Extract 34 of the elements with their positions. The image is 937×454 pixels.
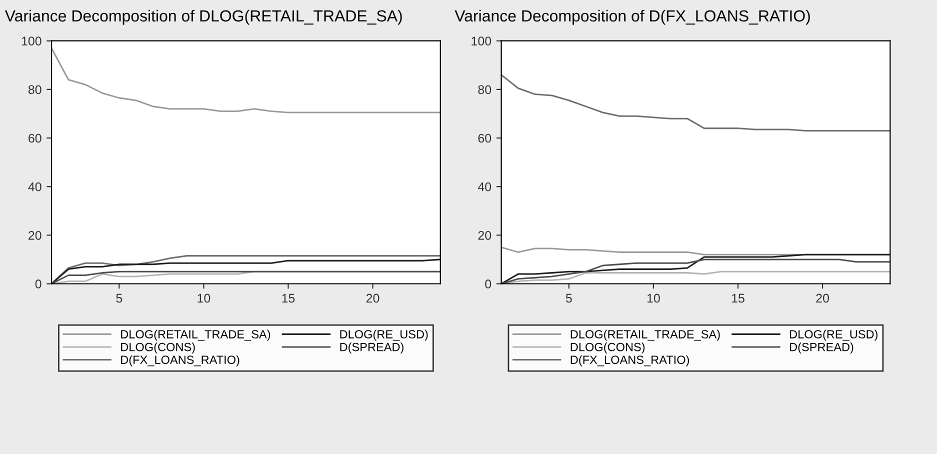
y-tick-label: 20 (28, 230, 42, 240)
legend-label: D(SPREAD) (790, 342, 854, 354)
y-tick-label: 60 (478, 134, 492, 143)
legend-label: D(FX_LOANS_RATIO) (570, 355, 689, 366)
x-tick-label: 20 (366, 294, 380, 303)
y-tick-label: 80 (28, 85, 42, 94)
x-tick-label: 10 (198, 294, 210, 303)
x-tick-label: 5 (566, 294, 572, 303)
chart-title: Variance Decomposition of DLOG(RETAIL_TRADE_SA) (4, 10, 402, 25)
legend-label: DLOG(RETAIL_TRADE_SA) (570, 330, 720, 341)
x-tick-label: 15 (732, 294, 744, 303)
legend-label: D(SPREAD) (340, 342, 404, 354)
legend-label: DLOG(CONS) (121, 342, 195, 354)
y-tick-label: 0 (35, 280, 42, 288)
legend-label: DLOG(RE_USD) (790, 330, 878, 341)
legend-label: DLOG(RETAIL_TRADE_SA) (121, 330, 270, 341)
y-tick-label: 20 (478, 230, 492, 240)
x-tick-label: 20 (816, 294, 829, 303)
legend-label: DLOG(CONS) (570, 342, 645, 354)
y-tick-label: 100 (472, 36, 492, 46)
x-tick-label: 15 (282, 294, 295, 303)
x-tick-label: 5 (116, 294, 122, 303)
x-tick-label: 10 (647, 294, 660, 303)
y-tick-label: 0 (485, 280, 492, 288)
legend-label: DLOG(RE_USD) (340, 330, 428, 341)
y-tick-label: 60 (28, 134, 42, 143)
chart-title: Variance Decomposition of D(FX_LOANS_RATIO) (454, 10, 810, 25)
y-tick-label: 40 (478, 182, 492, 192)
legend-label: D(FX_LOANS_RATIO) (121, 355, 240, 366)
y-tick-label: 80 (478, 85, 492, 94)
line-series (501, 74, 890, 132)
line-series (52, 47, 440, 114)
y-tick-label: 40 (28, 182, 42, 192)
y-tick-label: 100 (22, 36, 42, 46)
